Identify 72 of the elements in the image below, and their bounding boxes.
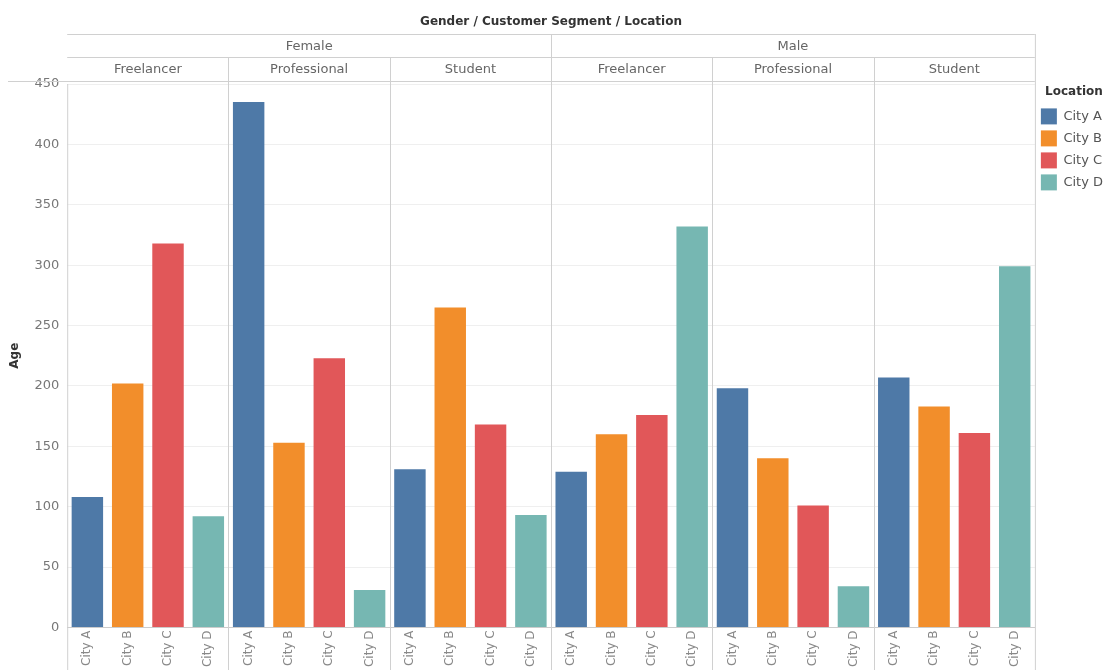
- y-tick-label: 50: [42, 558, 60, 574]
- bar: [232, 102, 265, 627]
- bar: [192, 516, 225, 627]
- x-tick-label: City A: [724, 629, 739, 666]
- text: Freelancer: [597, 60, 667, 76]
- y-tick-label: 100: [34, 498, 60, 514]
- bar: [474, 424, 507, 627]
- x-tick-label: City D: [523, 630, 538, 667]
- x-tick-label: City B: [603, 630, 618, 666]
- y-tick-label: 250: [34, 316, 60, 332]
- x-tick-label: City A: [563, 629, 578, 666]
- x-tick-label: City C: [805, 630, 820, 667]
- bar: [394, 469, 426, 627]
- text: Female: [285, 37, 333, 53]
- x-tick-label: City C: [482, 630, 497, 667]
- x-tick-label: City D: [200, 630, 215, 667]
- x-tick-label: City B: [442, 630, 457, 666]
- legend-title: Location: [1045, 84, 1103, 99]
- bar: [434, 307, 466, 627]
- x-tick-label: City A: [79, 629, 94, 666]
- y-tick-label: 400: [34, 135, 60, 151]
- x-tick-label: City A: [402, 629, 417, 666]
- bar: [958, 433, 991, 627]
- bar: [353, 589, 386, 627]
- legend-label: City B: [1063, 129, 1102, 145]
- bar: [313, 358, 346, 627]
- x-tick-label: City D: [845, 630, 860, 667]
- bar: [555, 471, 587, 627]
- x-tick-label: City D: [361, 630, 376, 667]
- y-tick-label: 200: [34, 377, 60, 393]
- bar: [152, 243, 184, 627]
- bar: [797, 505, 829, 627]
- bar: [71, 497, 104, 627]
- x-tick-label: City C: [966, 630, 981, 667]
- x-tick-label: City D: [684, 630, 699, 667]
- x-tick-label: City B: [281, 630, 296, 666]
- bar: [515, 515, 547, 627]
- x-tick-label: City C: [160, 630, 175, 667]
- bar: [676, 226, 708, 627]
- bar: [111, 383, 144, 627]
- bar: [878, 377, 910, 627]
- legend-label: City C: [1063, 151, 1103, 167]
- y-tick-label: 300: [34, 256, 60, 272]
- y-tick-label: 350: [34, 196, 60, 212]
- legend-label: City A: [1063, 107, 1102, 123]
- x-tick-label: City C: [321, 630, 336, 667]
- bar: [636, 414, 668, 627]
- x-tick-label: City B: [764, 630, 779, 666]
- text: Student: [444, 60, 496, 76]
- x-tick-label: City B: [926, 630, 941, 666]
- bar: [998, 266, 1031, 627]
- bar: [595, 434, 628, 627]
- y-tick-label: 0: [50, 618, 60, 634]
- x-tick-label: City B: [119, 630, 134, 666]
- text: Freelancer: [113, 60, 183, 76]
- bar: [273, 442, 305, 627]
- legend-label: City D: [1063, 173, 1103, 189]
- x-tick-label: City D: [1006, 630, 1021, 667]
- x-tick-label: City C: [643, 630, 658, 667]
- x-tick-label: City A: [240, 629, 255, 666]
- bar: [918, 406, 950, 627]
- y-tick-label: 150: [34, 437, 60, 453]
- text: Male: [777, 37, 809, 53]
- bar: [757, 458, 789, 627]
- y-axis-title: Age: [7, 342, 22, 369]
- bar: [837, 586, 870, 627]
- text: Professional: [753, 60, 833, 76]
- bar: [716, 388, 749, 627]
- x-tick-label: City A: [885, 629, 900, 666]
- chart-title: Gender / Customer Segment / Location: [420, 14, 682, 29]
- text: Student: [928, 60, 980, 76]
- text: Professional: [270, 60, 349, 76]
